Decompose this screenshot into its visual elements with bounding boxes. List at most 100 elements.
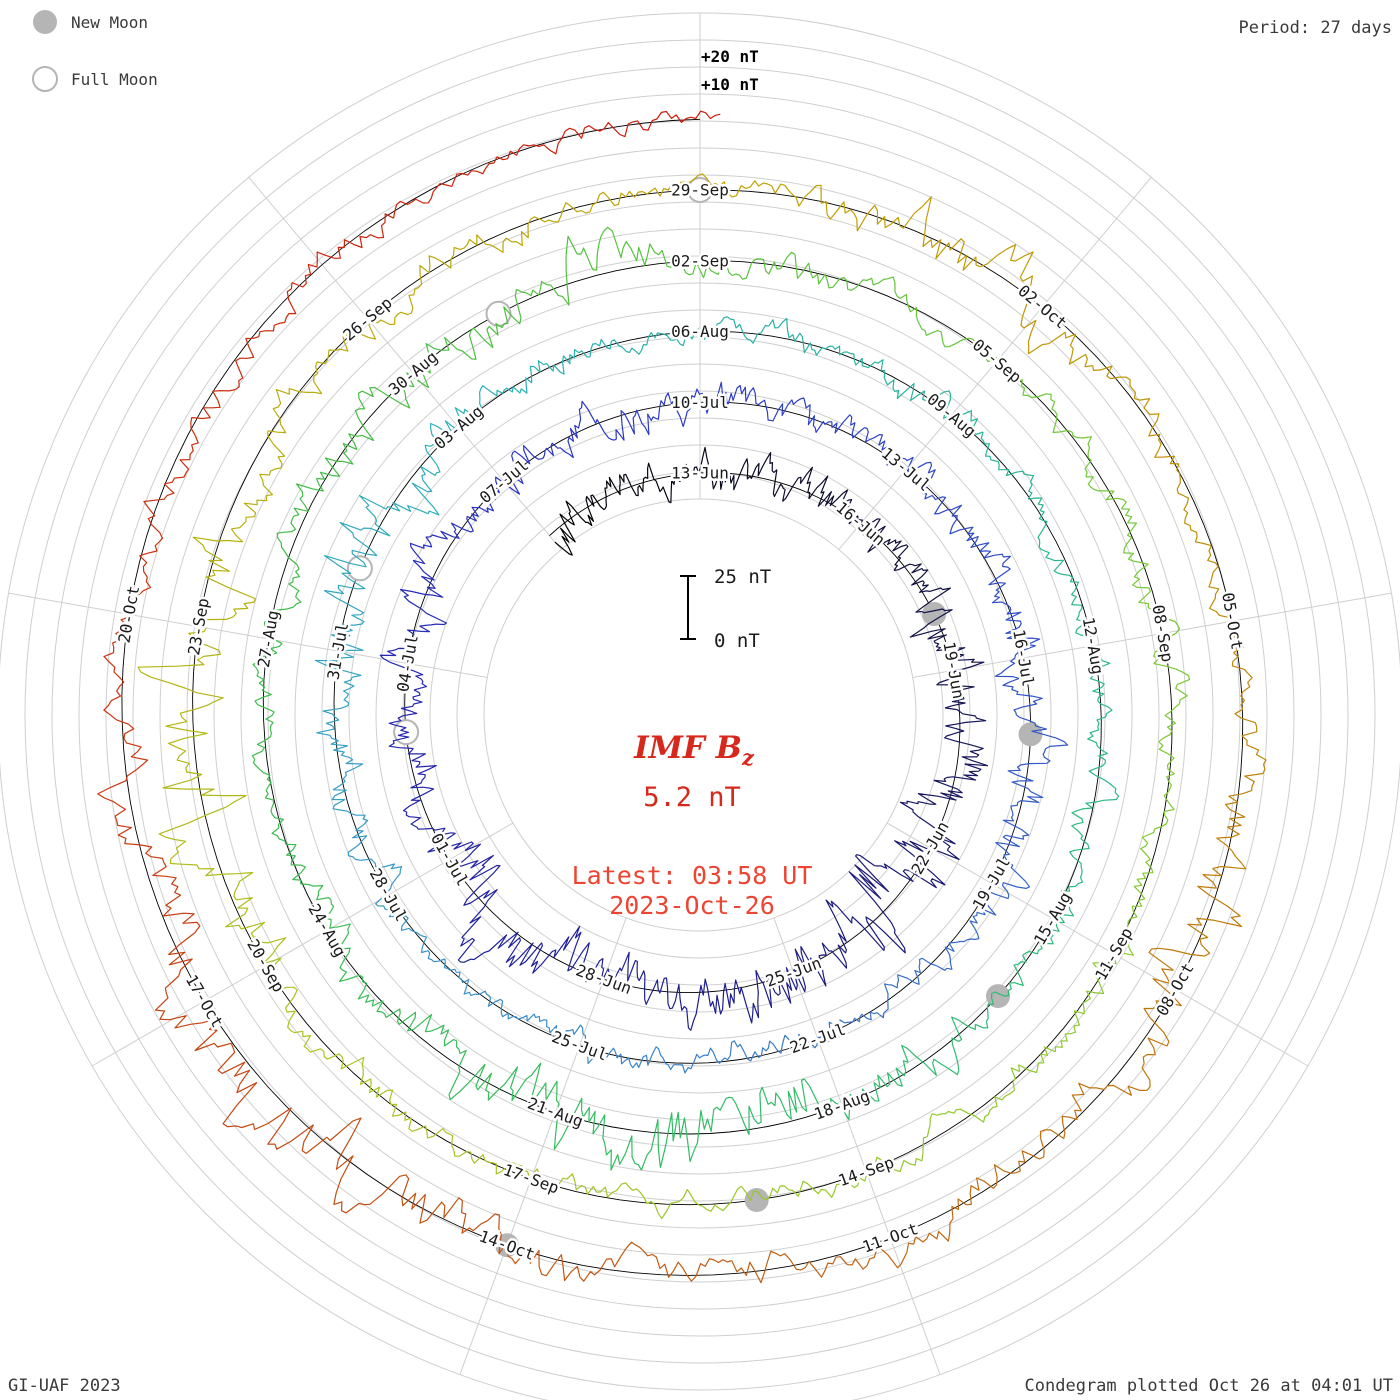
bz-trace-segment — [581, 1106, 661, 1171]
bz-trace-segment — [1028, 497, 1065, 574]
bz-trace-segment — [991, 582, 1041, 647]
bz-trace-segment — [418, 234, 513, 288]
bz-trace-segment — [922, 232, 1034, 282]
bz-trace-segment — [379, 629, 428, 691]
grid-spoke — [248, 176, 562, 550]
bz-trace-segment — [794, 929, 848, 987]
bz-trace-segment — [854, 854, 946, 893]
bz-trace-segment — [690, 978, 754, 1031]
bz-trace-segment — [399, 559, 447, 633]
bz-trace-segment — [347, 814, 403, 880]
bz-trace-segment — [752, 965, 807, 1019]
baseline-path — [121, 118, 1244, 1276]
bz-trace-segment — [1039, 1082, 1148, 1151]
polar-grid — [0, 12, 1400, 1400]
date-label: 14-Oct — [477, 1226, 538, 1264]
bz-trace-segment — [1085, 726, 1120, 809]
center-text-group: IMF Bz 5.2 nT Latest: 03:58 UT 2023-Oct-… — [572, 730, 813, 920]
bz-trace-segment — [331, 745, 366, 816]
bz-trace-segment — [888, 276, 964, 348]
bz-trace-segment — [750, 1033, 818, 1062]
bz-trace-segment — [509, 442, 570, 485]
bz-trace-segment — [962, 337, 1038, 398]
bz-trace-segment — [518, 925, 590, 974]
date-label: 13-Jun — [671, 464, 729, 483]
bz-trace-segment — [359, 466, 440, 537]
bz-trace-segment — [794, 254, 889, 291]
bz-trace-segment — [1231, 652, 1267, 765]
full-moon-icon — [32, 66, 58, 92]
date-label: 16-Jul — [1009, 628, 1038, 688]
bz-trace-segment — [472, 365, 541, 419]
bz-trace-segment — [1022, 886, 1075, 956]
bz-trace-segment — [554, 500, 595, 556]
chart-title-main: IMF B — [633, 730, 742, 766]
bz-trace-segment — [451, 1145, 545, 1187]
bz-trace-segment — [358, 343, 445, 409]
bz-trace-segment — [1073, 928, 1135, 1015]
bz-trace-segment — [731, 1250, 848, 1284]
bz-trace-segment — [926, 1089, 1015, 1137]
bz-trace-segment — [271, 827, 332, 901]
bz-trace-segment — [263, 568, 302, 654]
bz-trace-segment — [1088, 645, 1113, 727]
bz-trace-segment — [608, 1046, 680, 1071]
bz-trace-segment — [727, 452, 778, 494]
bz-trace-segment — [325, 900, 364, 983]
bz-trace-segment — [287, 1020, 372, 1085]
bz-trace-segment — [909, 608, 966, 655]
bz-data-spiral — [97, 110, 1267, 1284]
bz-trace-segment — [620, 392, 684, 436]
date-label: 20-Sep — [243, 936, 288, 996]
bz-trace-segment — [740, 1180, 841, 1202]
bz-trace-segment — [420, 407, 475, 476]
date-label: 07-Jul — [476, 456, 532, 508]
bz-trace-segment — [456, 843, 501, 908]
bz-trace-segment — [234, 282, 297, 391]
bz-trace-segment — [1085, 476, 1138, 560]
bz-trace-segment — [217, 1043, 314, 1150]
new-moon-marker — [986, 984, 1010, 1009]
new-moon-marker — [744, 1188, 769, 1212]
bz-trace-segment — [699, 251, 796, 280]
scale-plus10-label: +10 nT — [701, 75, 759, 94]
current-value: 5.2 nT — [643, 782, 741, 813]
full-moon-label: Full Moon — [71, 70, 158, 89]
credit-label: GI-UAF 2023 — [8, 1376, 121, 1396]
bz-trace-segment — [688, 316, 769, 344]
bz-trace-segment — [164, 389, 236, 485]
scale-bar-min-label: 0 nT — [714, 630, 760, 652]
bz-trace-segment — [944, 707, 988, 767]
bz-trace-segment — [620, 1241, 732, 1282]
bz-trace-segment — [291, 213, 394, 288]
bz-trace-segment — [966, 526, 1012, 586]
date-label: 19-Jun — [939, 640, 968, 700]
date-label: 28-Jun — [573, 960, 634, 998]
bz-trace-segment — [994, 645, 1043, 716]
grid-spoke — [838, 176, 1152, 550]
new-moon-icon — [33, 10, 57, 34]
bz-trace-segment — [600, 226, 701, 276]
bz-trace-segment — [546, 1020, 610, 1065]
bz-trace-segment — [314, 589, 365, 676]
bz-trace-segment — [894, 800, 960, 861]
grid-spoke — [91, 822, 514, 1067]
bz-trace-segment — [496, 121, 615, 161]
period-label: Period: 27 days — [1238, 18, 1392, 38]
bz-trace-segment — [1153, 646, 1191, 743]
bz-trace-segment — [807, 413, 871, 443]
grid-spoke — [773, 917, 941, 1375]
bz-trace-segment — [507, 1239, 622, 1282]
bz-trace-segment — [1207, 545, 1244, 654]
bz-trace-segment — [567, 400, 625, 459]
bz-trace-segment — [869, 434, 933, 474]
bz-trace-segment — [543, 1173, 645, 1198]
full-moon-marker — [346, 555, 373, 582]
date-label: 22-Jun — [907, 818, 952, 878]
scale-bar-max-label: 25 nT — [714, 566, 771, 588]
bz-trace-segment — [1020, 275, 1093, 368]
bz-trace-segment — [375, 878, 427, 949]
bz-trace-segment — [682, 381, 747, 427]
bz-trace-segment — [637, 970, 692, 1031]
